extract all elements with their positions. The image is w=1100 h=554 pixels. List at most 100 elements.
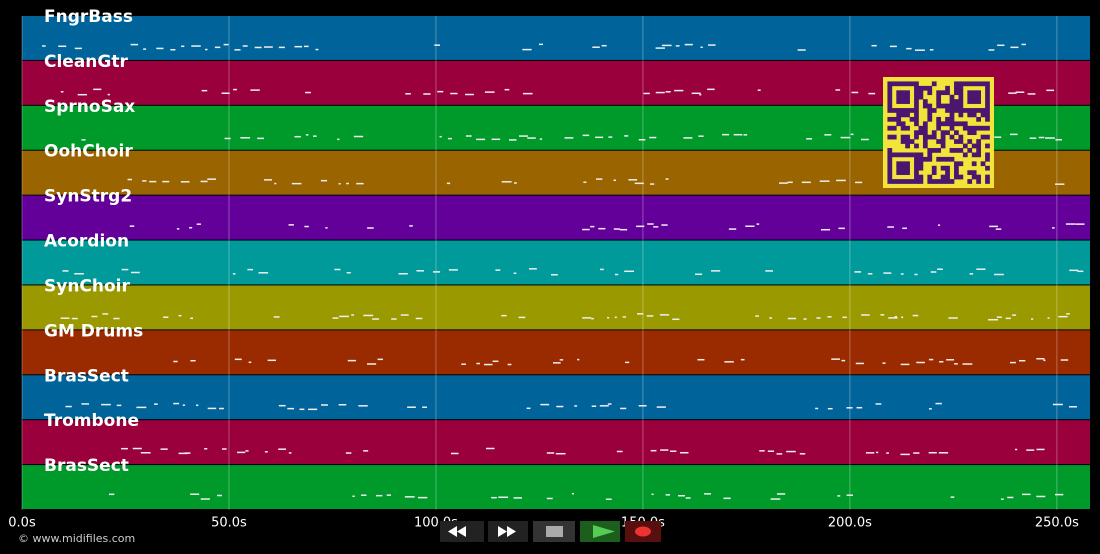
track-name: SprnoSax [44,97,135,117]
play-button[interactable] [580,521,620,542]
qr-module [954,85,959,91]
stop-button[interactable] [533,521,575,542]
qr-module [914,108,919,113]
note [675,45,680,47]
qr-module [954,81,959,87]
note [518,135,528,137]
note [233,88,237,91]
qr-module [958,81,964,87]
track-name: FngrBass [44,7,133,27]
note [346,182,349,185]
note [928,408,932,410]
qr-module [962,108,968,113]
note [605,498,612,500]
qr-module [976,174,981,180]
qr-module [954,139,959,144]
fast-forward-button[interactable] [488,521,528,542]
note [439,135,442,138]
note [372,318,380,320]
rewind-button[interactable] [440,521,484,542]
qr-module [936,103,942,109]
note [608,136,613,138]
qr-module [896,116,902,122]
qr-module [945,108,950,113]
note [650,449,657,452]
note [149,180,157,183]
qr-module [887,99,893,104]
note [728,228,737,230]
note [886,452,889,454]
note [769,317,773,319]
qr-module [900,90,906,96]
note [596,178,603,180]
note [865,452,875,454]
qr-module [980,81,986,87]
note [1022,493,1031,496]
note [170,48,176,51]
track-lane [22,16,1090,60]
note [574,405,578,407]
note [508,139,517,141]
qr-module [936,121,942,127]
note [900,363,910,366]
qr-module [896,112,902,118]
note [695,273,703,276]
note [997,44,1005,47]
note [838,227,845,230]
note [935,402,942,405]
qr-module [954,161,959,167]
note [900,273,904,275]
note [356,182,364,185]
qr-module [958,108,964,113]
note [127,178,133,181]
note [240,137,251,139]
note [518,316,526,319]
qr-module [958,161,964,167]
qr-module [967,148,973,153]
note [180,181,190,183]
track-name: Acordion [44,232,129,252]
qr-module [905,94,910,100]
note [232,273,236,275]
note [649,136,657,139]
note [434,44,441,46]
qr-module [887,156,893,162]
qr-module [940,156,946,162]
note [756,223,760,225]
qr-module [954,174,959,180]
qr-module [962,152,968,158]
qr-module [980,125,986,131]
note [182,404,186,406]
note [995,228,1002,230]
note [994,273,1004,276]
qr-module [980,161,986,167]
note [914,49,925,51]
note [178,314,182,317]
note [914,273,918,276]
transport-controls [440,521,661,542]
note [539,138,543,140]
note [539,43,543,46]
qr-module [887,103,893,109]
note [797,49,806,51]
qr-module [958,99,964,104]
note [665,91,671,93]
note [583,181,587,184]
qr-module [971,99,977,104]
note [377,358,383,361]
note [101,403,111,406]
track-name: SynStrg2 [44,187,132,207]
note [913,452,920,454]
note [595,136,604,139]
note [665,178,669,180]
note [65,405,72,408]
qr-module [922,143,928,149]
qr-module [976,139,981,144]
qr-module [976,179,981,184]
qr-module [976,116,981,122]
qr-module [967,125,973,131]
qr-module [922,139,928,144]
note [836,179,846,182]
qr-module [976,148,981,153]
record-button[interactable] [625,521,661,542]
